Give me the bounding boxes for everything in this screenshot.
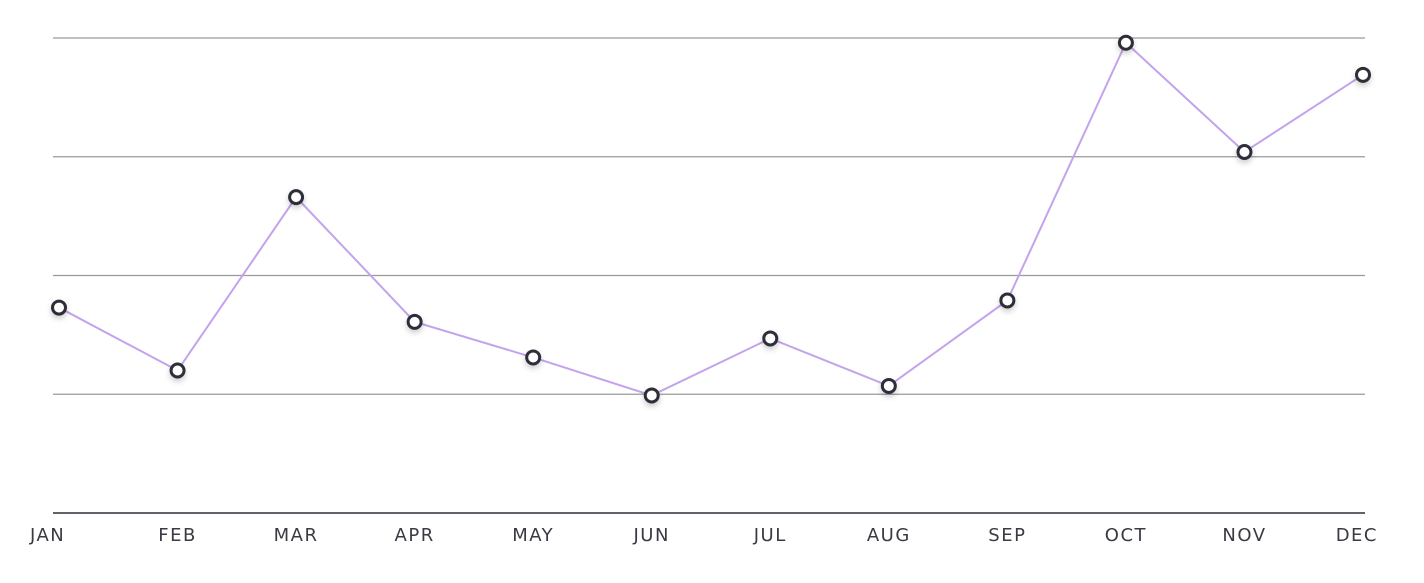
x-tick-label: MAY <box>512 525 554 546</box>
x-tick-label: OCT <box>1105 525 1147 546</box>
point <box>288 189 305 206</box>
point <box>1117 34 1134 51</box>
x-tick-label: APR <box>395 525 435 546</box>
x-tick-label: DEC <box>1336 525 1378 546</box>
point <box>169 362 186 379</box>
point <box>762 330 779 347</box>
x-tick-label: FEB <box>158 525 197 546</box>
point <box>1236 144 1253 160</box>
point <box>880 377 897 394</box>
x-tick-label: AUG <box>867 525 911 546</box>
point <box>51 299 67 316</box>
point <box>1355 66 1371 83</box>
x-tick-label: SEP <box>988 525 1026 546</box>
point <box>999 292 1016 309</box>
x-tick-label: MAR <box>274 525 319 546</box>
x-tick-label: NOV <box>1222 525 1266 546</box>
point <box>525 349 542 366</box>
point <box>643 387 660 404</box>
x-tick-label: JAN <box>29 525 65 546</box>
point <box>406 313 423 330</box>
x-tick-label: JUN <box>633 525 670 546</box>
line <box>58 41 1364 397</box>
x-tick-label: JUL <box>753 525 787 546</box>
